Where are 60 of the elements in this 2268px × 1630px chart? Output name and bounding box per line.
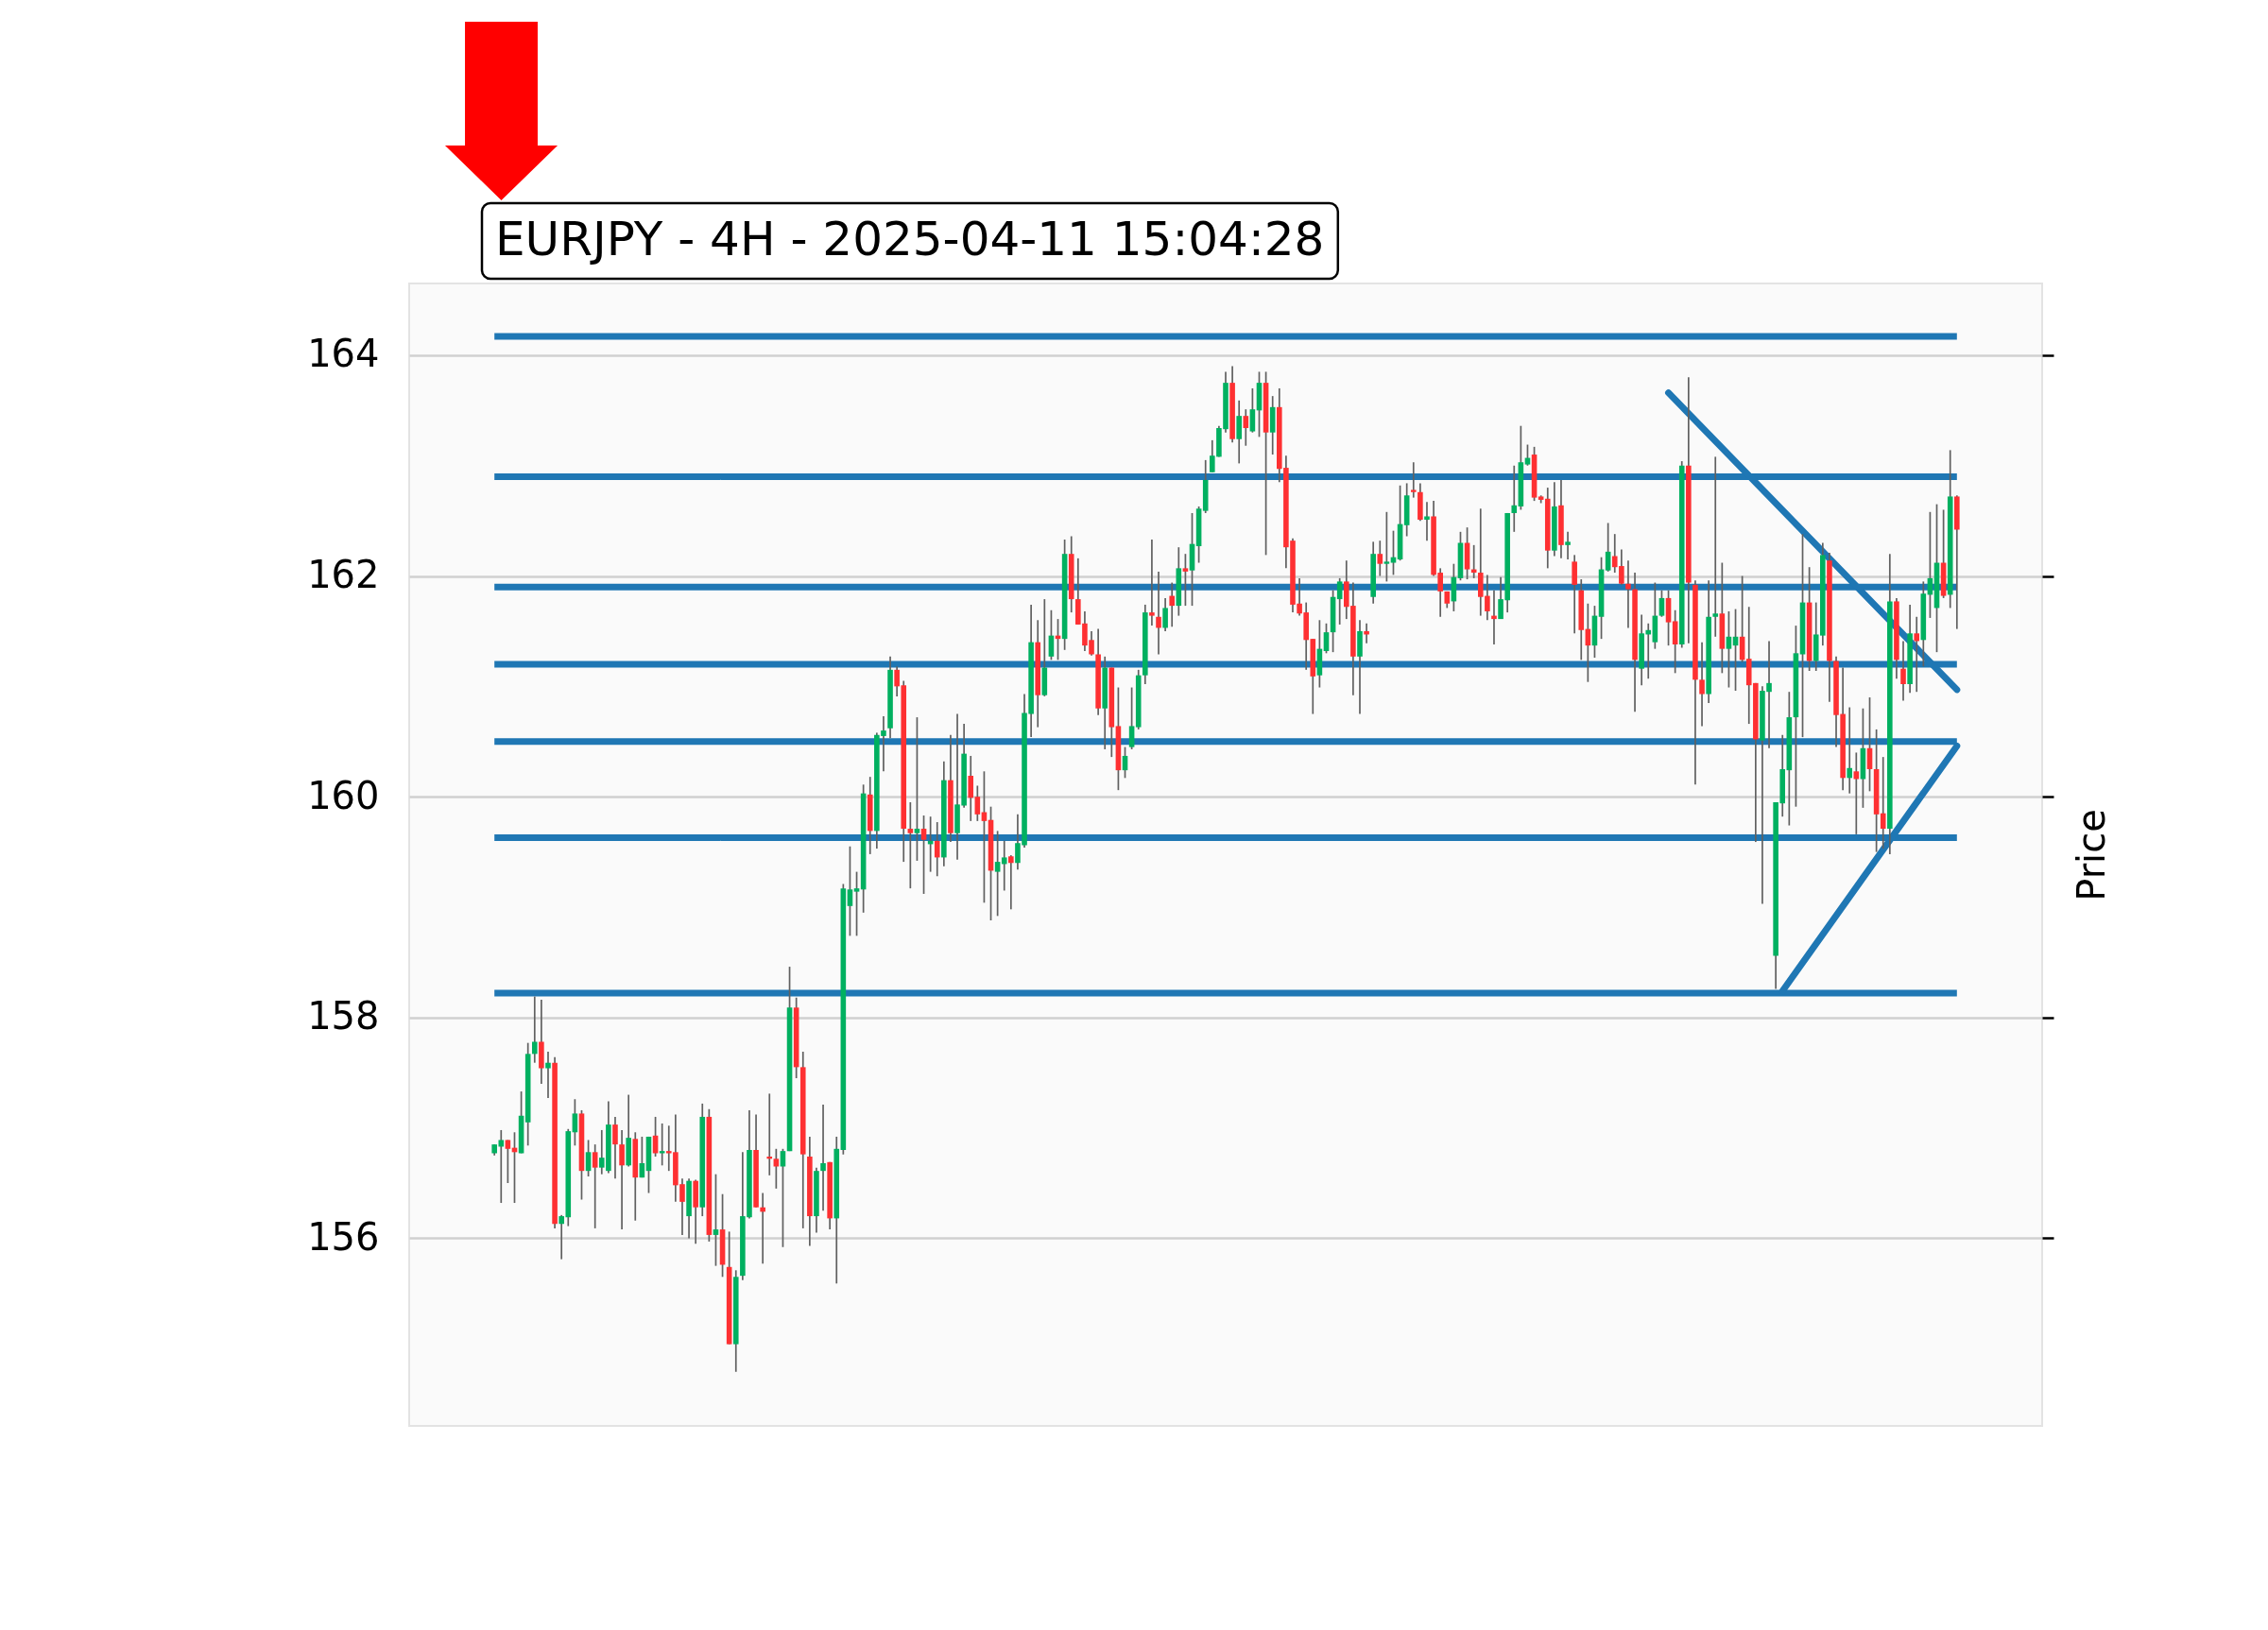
candlestick xyxy=(585,1139,592,1177)
candlestick xyxy=(760,1192,765,1265)
candlestick xyxy=(1712,455,1719,638)
candlestick xyxy=(612,1116,618,1180)
candlestick xyxy=(847,845,853,937)
candlestick xyxy=(968,755,974,822)
candlestick xyxy=(1914,615,1920,694)
chart-title: EURJPY - 4H - 2025-04-11 15:04:28 xyxy=(495,212,1325,266)
candlestick xyxy=(1658,589,1665,618)
candlestick xyxy=(713,1173,719,1267)
candlestick xyxy=(1364,622,1369,644)
candlestick xyxy=(1128,686,1135,750)
candlestick xyxy=(592,1143,598,1229)
candlestick xyxy=(1605,522,1611,573)
candlestick xyxy=(1524,443,1531,467)
candlestick xyxy=(1699,641,1705,728)
candlestick xyxy=(1565,530,1571,560)
candlestick xyxy=(1377,540,1383,577)
candlestick xyxy=(1149,539,1155,626)
candlestick xyxy=(914,716,920,862)
y-tick-label: 160 xyxy=(307,773,380,817)
candlestick xyxy=(853,870,860,937)
candlestick xyxy=(572,1098,578,1147)
candlestick xyxy=(545,1051,551,1099)
candlestick xyxy=(531,995,538,1064)
y-tick-label: 158 xyxy=(307,994,380,1038)
candlestick xyxy=(1625,559,1631,629)
y-tick-label: 156 xyxy=(307,1214,380,1259)
candlestick xyxy=(1424,501,1430,542)
candlestick xyxy=(1900,640,1906,702)
candlestick xyxy=(1726,610,1732,689)
candlestick xyxy=(766,1092,773,1176)
candlestick xyxy=(934,821,940,878)
candlestick xyxy=(1249,387,1256,434)
candlestick xyxy=(1243,408,1249,447)
candlestick xyxy=(1169,581,1176,628)
candlestick xyxy=(1511,464,1518,533)
candlestick xyxy=(1390,529,1397,576)
candlestick xyxy=(1847,706,1853,795)
candlestick xyxy=(1880,756,1886,849)
candlestick xyxy=(920,815,927,895)
candlestick xyxy=(994,830,1001,918)
candlestick xyxy=(820,1104,826,1212)
candlestick xyxy=(1323,622,1330,655)
candlestick xyxy=(1182,553,1189,607)
candlestick xyxy=(1336,577,1343,626)
y-tick-label: 162 xyxy=(307,553,380,597)
candlestick xyxy=(1162,597,1168,632)
candlestick xyxy=(1410,461,1417,499)
candlestick xyxy=(1008,854,1014,911)
candlestick xyxy=(974,784,981,822)
candlestick xyxy=(1156,571,1161,656)
y-tick-label: 164 xyxy=(307,332,380,376)
candlestick xyxy=(1383,510,1390,583)
candlestick xyxy=(505,1139,511,1184)
candlestick xyxy=(619,1129,625,1230)
candlestick xyxy=(907,801,914,889)
candlestick xyxy=(1491,589,1497,645)
y-axis-title: Price xyxy=(2069,809,2113,901)
candlestick xyxy=(1001,840,1007,892)
